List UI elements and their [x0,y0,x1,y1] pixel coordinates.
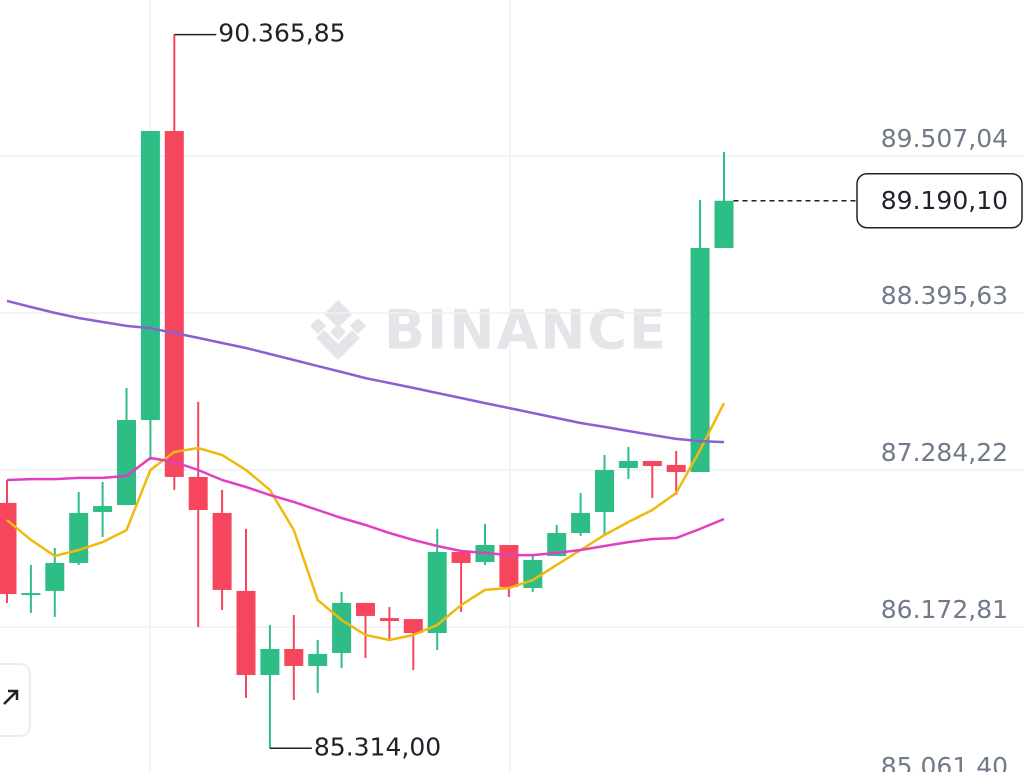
y-tick-label: 85.061,40 [881,752,1008,772]
candle-body [523,560,543,588]
candle-body [164,131,184,477]
button-frame[interactable] [0,663,31,737]
watermark-logo [310,300,366,360]
candle-body [403,619,423,634]
candle-body [547,533,567,557]
candle-body [499,545,519,587]
labels: 89.507,04 88.395,63 87.284,22 86.172,81 85.0… [174,19,1023,772]
candle-body [188,476,208,510]
candle-body [714,200,734,248]
candle-body [379,618,399,622]
low-annotation: 85.314,00 [314,732,441,761]
candle-body [618,460,638,469]
candle-body [284,648,304,666]
candle-body [427,551,447,634]
moving-average-line [6,299,725,444]
expand-icon[interactable] [3,689,19,705]
candle-body [140,131,160,421]
candle-body [595,470,614,512]
candle-body [690,247,710,472]
expand-button[interactable] [0,663,31,737]
candle-body [308,653,328,666]
candle-body [93,506,113,512]
candle-body [45,562,65,591]
candle-body [451,551,471,563]
candle-body [212,512,232,590]
moving-average-line [6,456,725,557]
candle-body [21,593,41,596]
candle-body [356,602,375,616]
y-tick-label: 86.172,81 [881,595,1008,624]
last-price-label: 89.190,10 [881,186,1008,215]
candle-body [69,512,89,563]
moving-average-line [6,402,726,642]
candle-body [332,602,352,653]
candle-body [236,590,256,675]
candle-body [571,512,591,534]
candle-body [117,420,136,506]
watermark: BINANCE [384,299,668,362]
y-tick-label: 87.284,22 [881,438,1008,467]
candle-body [666,464,686,472]
y-tick-label: 89.507,04 [881,124,1008,153]
last-price-box [856,173,1023,229]
plot [0,34,734,749]
background: BINANCE [149,0,668,772]
high-annotation: 90.365,85 [218,19,345,48]
candle-body [0,502,17,595]
y-tick-label: 88.395,63 [881,281,1008,310]
candle-body [260,648,280,675]
candle-body [642,460,662,467]
